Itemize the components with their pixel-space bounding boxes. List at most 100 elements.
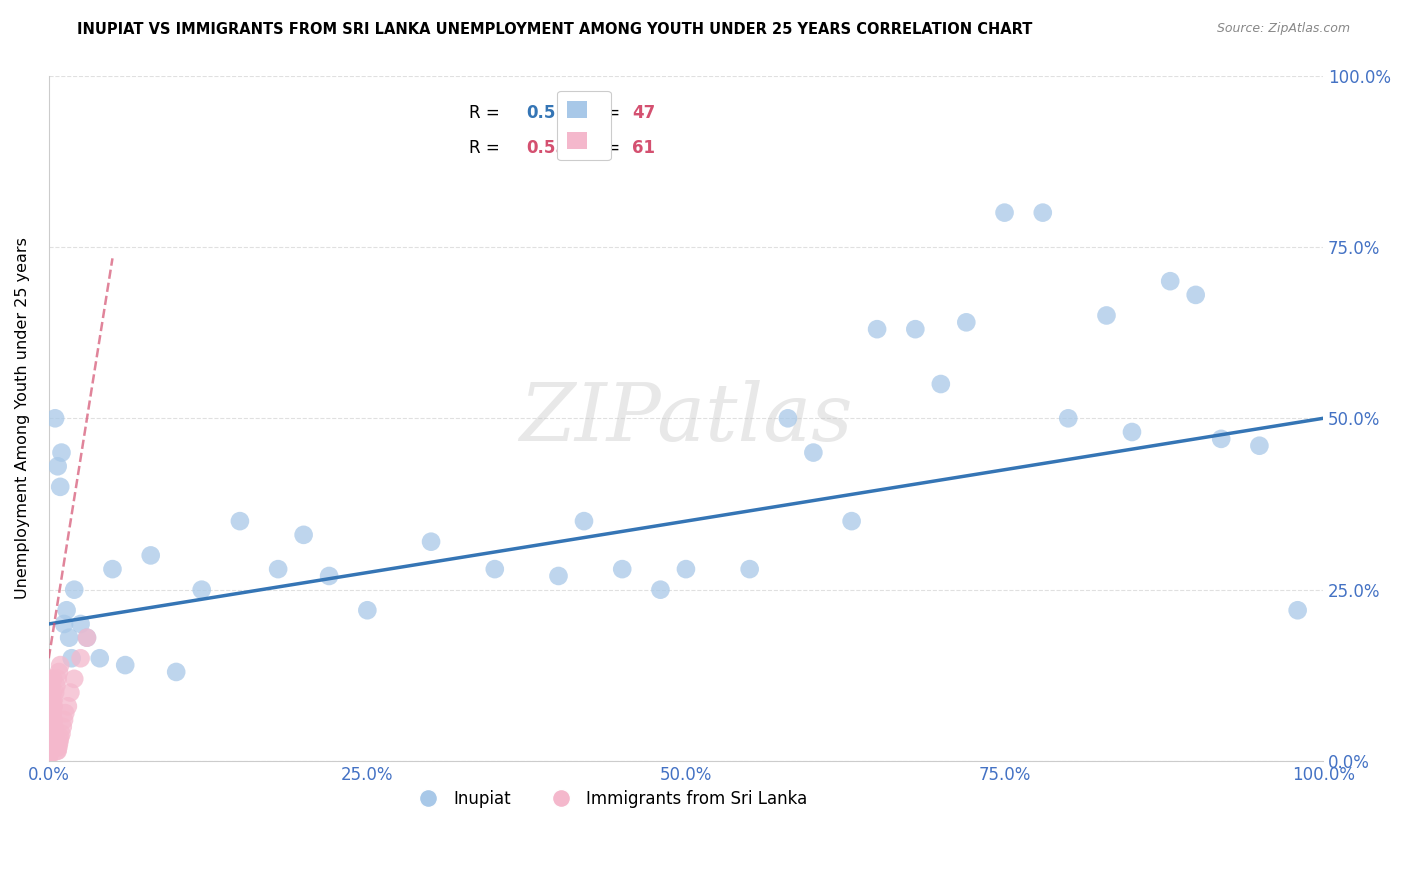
Point [955,315,977,329]
Point [841,514,863,528]
Point [38,726,60,740]
Point [49,480,72,494]
Point [45,740,67,755]
Point [1032,205,1054,219]
Point [44,411,66,425]
Point [44,685,66,699]
Point [42,699,65,714]
Text: Source: ZipAtlas.com: Source: ZipAtlas.com [1216,22,1350,36]
Point [53,713,76,727]
Point [38,744,60,758]
Point [38,750,60,764]
Point [42,672,65,686]
Point [41,713,63,727]
Point [89,651,111,665]
Point [484,562,506,576]
Text: R =: R = [470,104,505,122]
Point [39,733,62,747]
Point [39,720,62,734]
Point [1211,432,1233,446]
Point [39,672,62,686]
Point [49,658,72,673]
Point [38,747,60,762]
Point [55,603,77,617]
Text: ZIPatlas: ZIPatlas [519,380,852,457]
Point [44,726,66,740]
Point [38,740,60,755]
Text: 61: 61 [633,138,655,156]
Point [46,744,69,758]
Text: INUPIAT VS IMMIGRANTS FROM SRI LANKA UNEMPLOYMENT AMONG YOUTH UNDER 25 YEARS COR: INUPIAT VS IMMIGRANTS FROM SRI LANKA UNE… [77,22,1032,37]
Point [738,562,761,576]
Point [993,205,1015,219]
Point [39,737,62,751]
Text: R =: R = [470,138,505,156]
Point [39,679,62,693]
Y-axis label: Unemployment Among Youth under 25 years: Unemployment Among Youth under 25 years [15,237,30,599]
Point [41,699,63,714]
Point [547,569,569,583]
Point [76,631,98,645]
Point [42,685,65,699]
Text: 0.516: 0.516 [527,104,579,122]
Point [1286,603,1309,617]
Point [41,713,63,727]
Point [420,534,443,549]
Point [45,679,67,693]
Point [42,713,65,727]
Legend: Inupiat, Immigrants from Sri Lanka: Inupiat, Immigrants from Sri Lanka [405,783,814,814]
Point [58,631,80,645]
Point [38,737,60,751]
Point [53,706,76,720]
Point [1184,288,1206,302]
Point [41,706,63,720]
Point [69,651,91,665]
Point [48,737,70,751]
Point [1159,274,1181,288]
Point [776,411,799,425]
Text: 47: 47 [633,104,655,122]
Text: N =: N = [578,138,626,156]
Point [101,562,124,576]
Text: 0.559: 0.559 [527,138,579,156]
Point [39,699,62,714]
Point [114,658,136,673]
Point [41,706,63,720]
Point [76,631,98,645]
Point [46,459,69,474]
Point [267,562,290,576]
Point [39,692,62,706]
Point [44,733,66,747]
Point [39,706,62,720]
Point [39,726,62,740]
Point [69,617,91,632]
Point [1121,425,1143,439]
Point [53,617,76,632]
Point [572,514,595,528]
Point [59,685,82,699]
Point [318,569,340,583]
Point [190,582,212,597]
Point [46,740,69,755]
Point [48,733,70,747]
Point [292,528,315,542]
Point [51,445,73,459]
Point [650,582,672,597]
Point [38,713,60,727]
Point [46,744,69,758]
Point [51,726,73,740]
Point [45,737,67,751]
Point [803,445,825,459]
Point [38,747,60,762]
Point [39,685,62,699]
Point [38,733,60,747]
Point [63,582,86,597]
Point [41,720,63,734]
Point [63,672,86,686]
Point [41,692,63,706]
Point [56,699,79,714]
Point [42,699,65,714]
Text: N =: N = [578,104,626,122]
Point [52,720,75,734]
Point [60,651,83,665]
